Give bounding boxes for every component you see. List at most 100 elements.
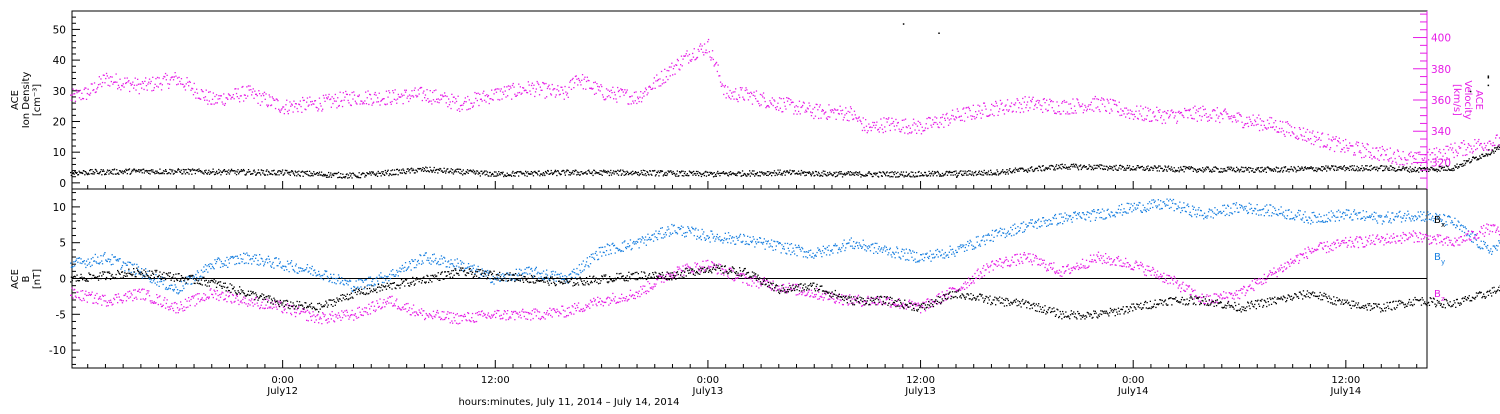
density-series-point: [1498, 146, 1499, 147]
density-series-point: [444, 168, 445, 169]
velocity-series-point: [127, 81, 128, 82]
by-series-point: [711, 231, 712, 232]
velocity-series-point: [843, 119, 844, 120]
velocity-series-point: [812, 112, 813, 113]
density-series-point: [230, 171, 231, 172]
velocity-series-point: [544, 83, 545, 84]
by-series-point: [537, 272, 538, 273]
density-series-point: [1428, 171, 1429, 172]
velocity-series-point: [682, 59, 683, 60]
velocity-series-point: [257, 103, 258, 104]
velocity-series-point: [568, 87, 569, 88]
velocity-series-point: [1457, 155, 1458, 156]
velocity-series-point: [667, 70, 668, 71]
density-series-point: [248, 169, 249, 170]
velocity-series-point: [505, 90, 506, 91]
density-series-point: [902, 175, 903, 176]
density-series-point: [1359, 170, 1360, 171]
density-series-point: [213, 171, 214, 172]
velocity-series-point: [123, 87, 124, 88]
velocity-series-point: [80, 90, 81, 91]
by-series-point: [414, 267, 415, 268]
density-series-point: [103, 169, 104, 170]
density-series-point: [1185, 168, 1186, 169]
density-series-point: [493, 176, 494, 177]
velocity-series-point: [366, 103, 367, 104]
density-series-point: [1005, 174, 1006, 175]
velocity-series-point: [1427, 152, 1428, 153]
by-series-point: [302, 268, 303, 269]
by-series-point: [84, 260, 85, 261]
density-series-point: [714, 172, 715, 173]
velocity-series-point: [806, 111, 807, 112]
velocity-series-point: [216, 94, 217, 95]
velocity-series-point: [697, 57, 698, 58]
velocity-series-point: [1127, 110, 1128, 111]
velocity-series-point: [896, 125, 897, 126]
density-series-point: [1049, 165, 1050, 166]
velocity-series-point: [917, 126, 918, 127]
velocity-series-point: [368, 104, 369, 105]
by-series-point: [686, 236, 687, 237]
velocity-series-point: [296, 103, 297, 104]
density-series-point: [309, 171, 310, 172]
density-series-point: [1227, 167, 1228, 168]
by-series-point: [219, 259, 220, 260]
density-series-point: [413, 170, 414, 171]
by-series-point: [746, 243, 747, 244]
by-series-point: [774, 241, 775, 242]
velocity-series-point: [757, 101, 758, 102]
density-series-point: [767, 171, 768, 172]
by-series-point: [674, 230, 675, 231]
velocity-series-point: [470, 108, 471, 109]
velocity-series-point: [1276, 126, 1277, 127]
velocity-series-point: [860, 121, 861, 122]
density-series-point: [1421, 168, 1422, 169]
velocity-series-point: [1171, 109, 1172, 110]
velocity-series-point: [567, 93, 568, 94]
by-series-point: [595, 253, 596, 254]
velocity-series-point: [1101, 97, 1102, 98]
velocity-series-point: [485, 101, 486, 102]
velocity-series-point: [601, 86, 602, 87]
density-series-point: [1142, 166, 1143, 167]
by-series-point: [340, 283, 341, 284]
density-series-point: [938, 173, 939, 174]
by-series-point: [72, 266, 73, 267]
density-series-point: [1354, 165, 1355, 166]
by-series-point: [209, 266, 210, 267]
velocity-series-point: [1462, 155, 1463, 156]
by-series-point: [205, 264, 206, 265]
velocity-series-point: [306, 102, 307, 103]
velocity-series-point: [1227, 113, 1228, 114]
density-series-point: [1027, 172, 1028, 173]
by-series-point: [697, 236, 698, 237]
density-series-point: [1394, 168, 1395, 169]
by-series-point: [236, 263, 237, 264]
density-series-point: [426, 171, 427, 172]
velocity-series-point: [365, 92, 366, 93]
density-series-point: [1297, 170, 1298, 171]
density-series-point: [152, 171, 153, 172]
density-series-point: [1361, 168, 1362, 169]
by-series-point: [261, 258, 262, 259]
velocity-series-point: [941, 124, 942, 125]
density-series-point: [1398, 166, 1399, 167]
by-series-point: [409, 261, 410, 262]
velocity-series-point: [885, 131, 886, 132]
by-series-point: [737, 238, 738, 239]
velocity-series-point: [477, 100, 478, 101]
density-series-point: [308, 175, 309, 176]
velocity-series-point: [656, 74, 657, 75]
by-series-point: [555, 271, 556, 272]
density-series-point: [113, 174, 114, 175]
velocity-series-point: [605, 98, 606, 99]
velocity-series-point: [1392, 161, 1393, 162]
by-series-point: [229, 263, 230, 264]
velocity-series-point: [685, 55, 686, 56]
by-series-point: [220, 267, 221, 268]
velocity-series-point: [1435, 158, 1436, 159]
velocity-series-point: [890, 130, 891, 131]
velocity-series-point: [698, 51, 699, 52]
density-series-point: [100, 171, 101, 172]
